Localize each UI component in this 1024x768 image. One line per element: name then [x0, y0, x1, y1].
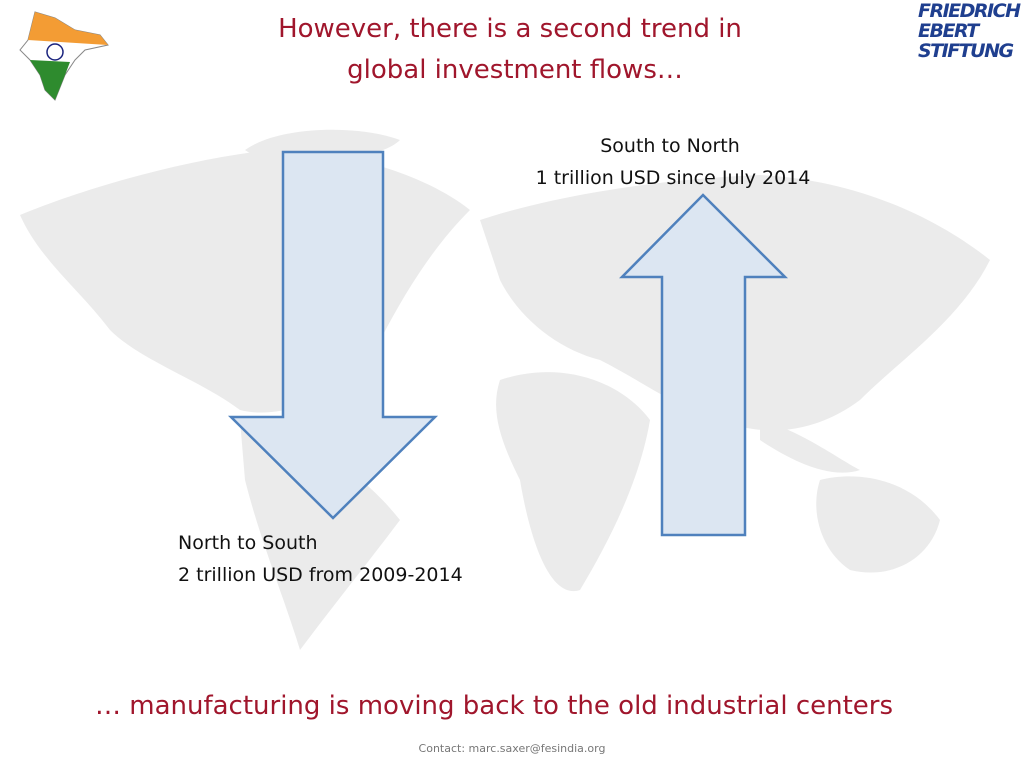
- footer: Contact: marc.saxer@fesindia.org: [419, 742, 606, 755]
- world-map: [20, 129, 990, 650]
- logo-line: EBERT: [918, 20, 981, 42]
- north-to-south-arrow: [227, 150, 439, 520]
- flow-label: South to North: [600, 135, 740, 157]
- logo-line: STIFTUNG: [918, 40, 1013, 62]
- india-icon: [19, 11, 109, 101]
- south-to-north-arrow: [619, 193, 789, 537]
- title-line: However, there is a second trend in: [278, 14, 742, 44]
- flow-label: North to South: [178, 532, 318, 554]
- flow-label: 1 trillion USD since July 2014: [536, 167, 811, 189]
- title-line: global investment flows…: [347, 55, 683, 85]
- logo-line: FRIEDRICH: [918, 0, 1021, 22]
- conclusion: … manufacturing is moving back to the ol…: [95, 691, 893, 721]
- flow-label: 2 trillion USD from 2009-2014: [178, 564, 463, 586]
